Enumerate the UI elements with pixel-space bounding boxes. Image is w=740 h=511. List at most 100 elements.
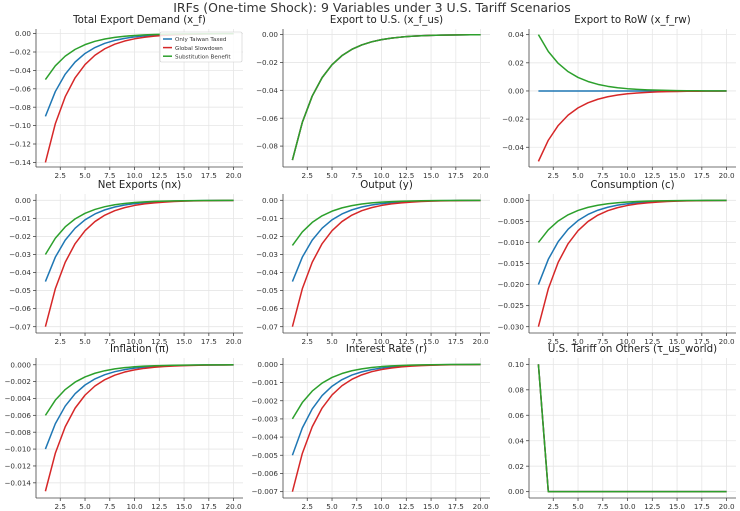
series-line-substitution-benefit: [537, 34, 727, 92]
x-tick-label: 12.5: [398, 337, 414, 346]
subplot-3: 0.04 0.02 0.00 −0.02 −0.04 2.5 5.0 7.5 10.0 12.5 1…: [502, 15, 736, 180]
y-tick-label: −0.12: [9, 140, 31, 149]
series-line-substitution-benefit: [537, 199, 727, 243]
y-tick-label: −0.02: [256, 58, 278, 67]
y-tick-label: −0.02: [9, 48, 31, 57]
x-tick-label: 15.0: [669, 171, 685, 180]
y-tick-label: −0.004: [4, 394, 31, 403]
y-tick-label: −0.002: [4, 377, 31, 386]
y-tick-label: −0.012: [4, 462, 31, 471]
subplot-title: Export to U.S. (x_f_us): [330, 15, 443, 26]
x-tick-label: 5.0: [326, 502, 338, 511]
y-tick-label: −0.04: [9, 66, 31, 75]
x-tick-label: 15.0: [669, 502, 685, 511]
y-tick-label: −0.015: [497, 259, 524, 268]
y-tick-label: −0.006: [251, 469, 278, 478]
subplot-7: 0.000 −0.002 −0.004 −0.006 −0.008 −0.010 −0.01…: [4, 344, 243, 511]
subplot-title: U.S. Tariff on Others (τ_us_world): [548, 344, 717, 355]
y-tick-label: 0.00: [15, 196, 31, 205]
x-tick-label: 10.0: [127, 337, 143, 346]
x-tick-label: 20.0: [226, 337, 242, 346]
x-tick-label: 5.0: [326, 171, 338, 180]
x-tick-label: 2.5: [302, 171, 313, 180]
x-tick-label: 10.0: [374, 502, 390, 511]
subplot-title: Output (y): [360, 180, 413, 191]
subplot-title: Export to RoW (x_f_rw): [574, 15, 691, 26]
y-tick-label: −0.010: [497, 238, 524, 247]
x-tick-label: 12.5: [151, 171, 167, 180]
y-tick-label: 0.10: [508, 360, 524, 369]
y-tick-label: 0.00: [508, 87, 524, 96]
subplot-5: 0.00 −0.01 −0.02 −0.03 −0.04 −0.05 −0.06 −0.07 2…: [256, 180, 490, 346]
x-tick-label: 20.0: [719, 502, 735, 511]
x-tick-label: 12.5: [644, 502, 660, 511]
y-tick-label: −0.014: [4, 478, 31, 487]
x-tick-label: 2.5: [55, 502, 66, 511]
x-tick-label: 7.5: [104, 171, 115, 180]
x-tick-label: 2.5: [548, 502, 559, 511]
x-tick-label: 17.5: [694, 337, 710, 346]
x-tick-label: 20.0: [719, 171, 735, 180]
y-tick-label: −0.005: [251, 451, 278, 460]
x-tick-label: 5.0: [572, 337, 584, 346]
y-tick-label: −0.02: [9, 232, 31, 241]
series-line-substitution-benefit: [44, 364, 234, 416]
y-tick-label: 0.04: [508, 436, 524, 445]
subplot-grid: 0.00 −0.02 −0.04 −0.06 −0.08 −0.10 −0.12 −0.14 2…: [4, 15, 736, 511]
y-tick-label: −0.03: [9, 250, 31, 259]
x-tick-label: 17.5: [201, 171, 217, 180]
x-tick-label: 20.0: [719, 337, 735, 346]
subplot-title: Consumption (c): [590, 180, 674, 191]
x-tick-label: 10.0: [127, 502, 143, 511]
y-tick-label: −0.03: [256, 250, 278, 259]
x-tick-label: 12.5: [398, 171, 414, 180]
subplot-1: 0.00 −0.02 −0.04 −0.06 −0.08 −0.10 −0.12 −0.14 2…: [9, 15, 243, 180]
y-tick-label: −0.04: [9, 268, 31, 277]
y-tick-label: 0.02: [508, 462, 524, 471]
x-tick-label: 10.0: [620, 502, 636, 511]
x-tick-label: 10.0: [127, 171, 143, 180]
y-tick-label: −0.14: [9, 158, 31, 167]
y-tick-label: 0.00: [262, 30, 278, 39]
x-tick-label: 5.0: [79, 171, 91, 180]
x-tick-label: 12.5: [398, 502, 414, 511]
y-tick-label: −0.01: [9, 214, 31, 223]
x-tick-label: 2.5: [302, 502, 313, 511]
x-tick-label: 15.0: [423, 337, 439, 346]
y-tick-label: −0.002: [251, 396, 278, 405]
legend-label: Substitution Benefit: [175, 54, 231, 60]
legend-frame: [159, 31, 243, 63]
series-line-substitution-benefit: [291, 33, 481, 161]
x-tick-label: 20.0: [226, 502, 242, 511]
x-tick-label: 2.5: [55, 337, 66, 346]
x-tick-label: 7.5: [104, 337, 115, 346]
x-tick-label: 5.0: [326, 337, 338, 346]
y-tick-label: −0.06: [9, 304, 31, 313]
figure-suptitle: IRFs (One-time Shock): 9 Variables under…: [173, 0, 571, 15]
y-tick-label: 0.00: [262, 196, 278, 205]
subplot-2: 0.00 −0.02 −0.04 −0.06 −0.08 2.5 5.0 7.5 10.0 12.…: [256, 15, 490, 180]
y-tick-label: 0.06: [508, 411, 524, 420]
y-tick-label: −0.008: [4, 428, 31, 437]
y-tick-label: −0.04: [256, 268, 278, 277]
x-tick-label: 7.5: [597, 337, 608, 346]
series-line-substitution-benefit: [291, 363, 481, 420]
y-tick-label: −0.05: [256, 286, 278, 295]
subplot-title: Interest Rate (r): [346, 344, 427, 355]
subplot-title: Net Exports (nx): [98, 180, 181, 191]
x-tick-label: 10.0: [620, 171, 636, 180]
y-tick-label: −0.01: [256, 214, 278, 223]
y-tick-label: −0.08: [9, 103, 31, 112]
x-tick-label: 15.0: [176, 171, 192, 180]
y-tick-label: −0.02: [256, 232, 278, 241]
x-tick-label: 10.0: [620, 337, 636, 346]
series-line-substitution-benefit: [291, 199, 481, 246]
x-tick-label: 17.5: [448, 337, 464, 346]
y-tick-label: −0.02: [502, 115, 524, 124]
subplot-title: Total Export Demand (x_f): [72, 15, 206, 26]
subplot-title: Inflation (π): [110, 344, 169, 355]
y-tick-label: −0.006: [4, 411, 31, 420]
y-tick-label: −0.06: [256, 114, 278, 123]
y-tick-label: −0.020: [497, 280, 524, 289]
